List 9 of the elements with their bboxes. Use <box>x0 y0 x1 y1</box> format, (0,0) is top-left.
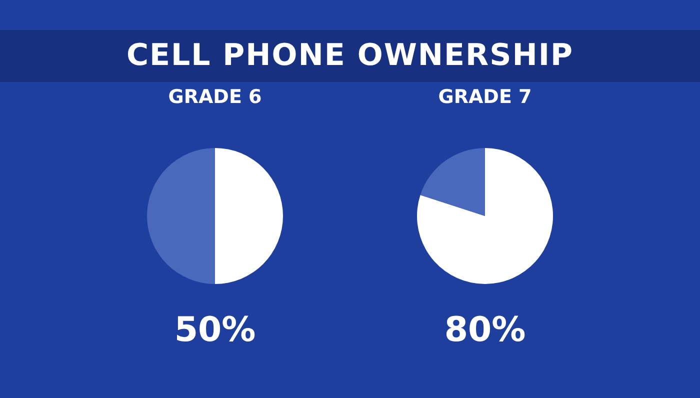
chart-title: GRADE 7 <box>438 86 532 108</box>
chart-title: GRADE 6 <box>168 86 262 108</box>
data-label: 80% <box>444 310 526 350</box>
pie-slice <box>215 148 283 284</box>
pie-slice <box>417 148 553 284</box>
data-label: 50% <box>174 310 256 350</box>
pie-slice <box>420 148 485 216</box>
pie-slice <box>147 148 215 284</box>
text: CELL PHONE OWNERSHIP <box>0 30 700 82</box>
